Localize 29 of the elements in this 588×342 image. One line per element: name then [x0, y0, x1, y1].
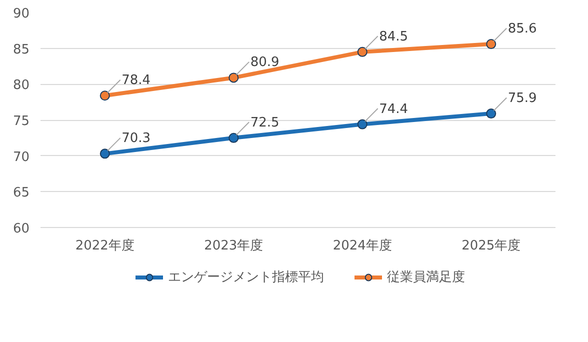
y-tick-label: 85 — [12, 42, 30, 58]
point — [100, 148, 110, 159]
data-label: 70.3 — [122, 131, 151, 146]
data-label: 84.5 — [379, 29, 408, 44]
data-label: 85.6 — [508, 22, 537, 37]
point — [228, 132, 239, 143]
x-tick-label: 2022年度 — [75, 238, 134, 254]
point — [100, 90, 110, 101]
y-tick-label: 80 — [12, 78, 30, 94]
data-label: 80.9 — [250, 55, 280, 70]
y-tick-label: 70 — [12, 150, 30, 165]
x-tick-label: 2025年度 — [462, 238, 521, 254]
point — [228, 72, 239, 83]
y-tick-label: 60 — [12, 222, 30, 236]
data-label: 75.9 — [508, 91, 537, 106]
point — [357, 119, 368, 130]
data-label: 74.4 — [379, 102, 408, 117]
point — [357, 46, 368, 57]
legend-label: エンゲージメント指標平均 — [168, 269, 324, 286]
y-tick-label: 90 — [12, 6, 30, 22]
y-tick-label: 65 — [12, 186, 30, 201]
x-tick-label: 2023年度 — [204, 238, 264, 254]
point — [486, 108, 496, 119]
x-tick-label: 2024年度 — [332, 238, 392, 254]
data-label: 78.4 — [122, 73, 151, 88]
data-label: 72.5 — [250, 115, 280, 130]
point — [486, 39, 496, 50]
legend-label: 従業員満足度 — [387, 269, 465, 286]
y-tick-label: 75 — [12, 114, 30, 129]
